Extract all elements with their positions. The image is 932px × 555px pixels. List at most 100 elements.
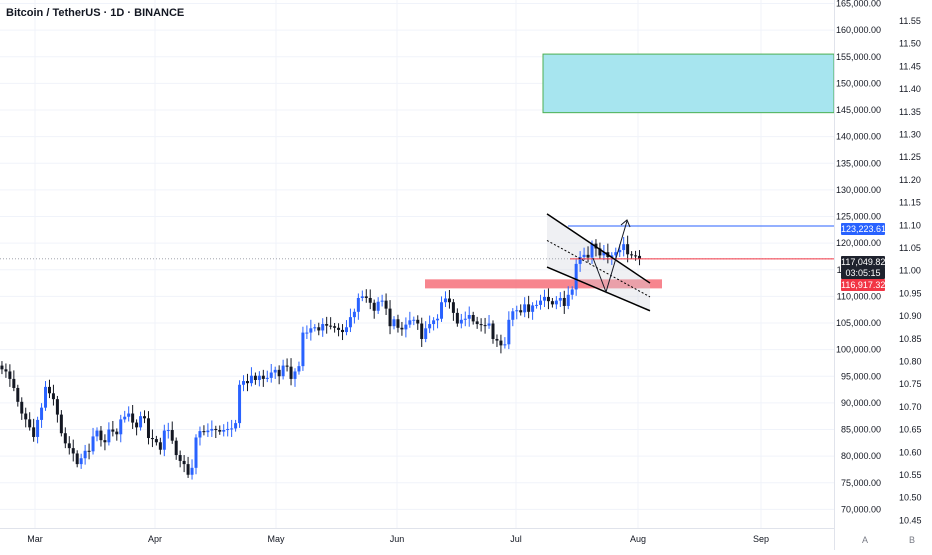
candle-body [194,437,198,468]
candle-body [313,327,317,329]
secondary-tick-label: 11.45 [899,61,921,71]
candle-body [590,243,594,258]
candle-body [495,338,499,341]
candle-body [519,310,523,313]
candle-body [218,430,222,432]
price-tick-label: 85,000.00 [841,425,881,435]
support-price-tag: 116,917.32 [841,279,886,291]
candle-body [170,430,174,441]
candle-body [352,311,356,318]
candle-body [360,296,364,298]
candle-body [51,393,55,400]
log-scale-button[interactable]: B [909,535,916,545]
candle-body [368,297,372,303]
candle-body [230,428,234,430]
candle-body [416,319,420,324]
candle-body [4,369,8,372]
chart-title[interactable]: Bitcoin / TetherUS · 1D · BINANCE [6,7,185,19]
secondary-tick-label: 11.40 [899,84,921,94]
candle-body [321,324,325,331]
candle-body [87,450,91,452]
candle-body [546,296,550,302]
candle-body [459,319,463,324]
candle-body [63,433,67,444]
candle-body [289,366,293,379]
price-tick-label: 140,000.00 [836,132,881,142]
candle-body [150,438,154,440]
auto-scale-button[interactable]: A [862,535,869,545]
price-tick-label: 100,000.00 [836,345,881,355]
candle-body [242,381,246,385]
candle-body [626,244,630,255]
pattern-drawings [0,213,834,312]
support-zone [425,279,662,289]
price-tick-label: 70,000.00 [841,504,881,514]
candle-body [206,430,210,433]
secondary-tick-label: 10.90 [899,311,922,321]
secondary-tick-label: 11.10 [899,220,921,230]
candle-body [111,429,115,432]
candle-body [265,377,269,379]
candle-body [440,302,444,319]
candle-body [24,413,28,420]
candle-body [146,418,150,439]
price-tick-label: 90,000.00 [841,398,881,408]
time-tick-label: May [267,534,285,544]
candle-body [610,255,614,257]
time-tick-label: Sep [753,534,769,544]
candle-body [535,304,539,306]
candle-body [162,430,166,450]
candle-body [107,429,111,443]
candle-body [40,407,44,420]
candle-body [103,440,107,443]
candle-body [380,300,384,302]
resistance-price-tag: 123,223.61 [841,223,887,235]
secondary-tick-label: 11.05 [899,243,921,253]
candle-body [337,327,341,330]
candle-body [614,252,618,256]
secondary-tick-label: 11.25 [899,152,921,162]
candle-body [174,440,178,456]
secondary-tick-label: 10.75 [899,379,922,389]
candle-body [574,263,578,290]
candle-body [424,328,428,339]
secondary-tick-label: 10.70 [899,402,922,412]
candle-body [554,300,558,305]
price-tick-label: 95,000.00 [841,371,881,381]
candle-body [388,308,392,327]
candle-body [475,321,479,325]
candle-body [333,326,337,328]
candle-body [630,254,634,256]
candle-body [309,328,313,333]
candle-body [527,304,531,312]
projection-arrowhead [620,219,631,228]
candle-body [44,386,48,408]
candle-body [392,319,396,327]
secondary-tick-label: 10.95 [899,288,922,298]
candle-body [36,419,40,437]
secondary-tick-label: 10.85 [899,334,922,344]
candle-body [20,401,24,414]
secondary-tick-label: 10.60 [899,447,922,457]
candle-body [269,372,273,378]
price-tick-label: 135,000.00 [836,158,881,168]
price-tick-label: 125,000.00 [836,212,881,222]
candle-body [570,289,574,295]
candle-body [428,324,432,329]
price-tick-label: 160,000.00 [836,25,881,35]
secondary-tick-label: 11.50 [899,39,921,49]
candle-body [127,413,131,417]
candle-body [253,375,257,380]
candle-body [55,399,59,415]
candle-body [95,430,99,437]
projection-path [592,220,628,294]
candle-body [190,467,194,475]
candle-body [257,375,261,380]
candle-body [135,422,139,428]
secondary-tick-label: 10.50 [899,493,922,503]
candle-body [523,304,527,313]
secondary-tick-label: 10.80 [899,357,922,367]
